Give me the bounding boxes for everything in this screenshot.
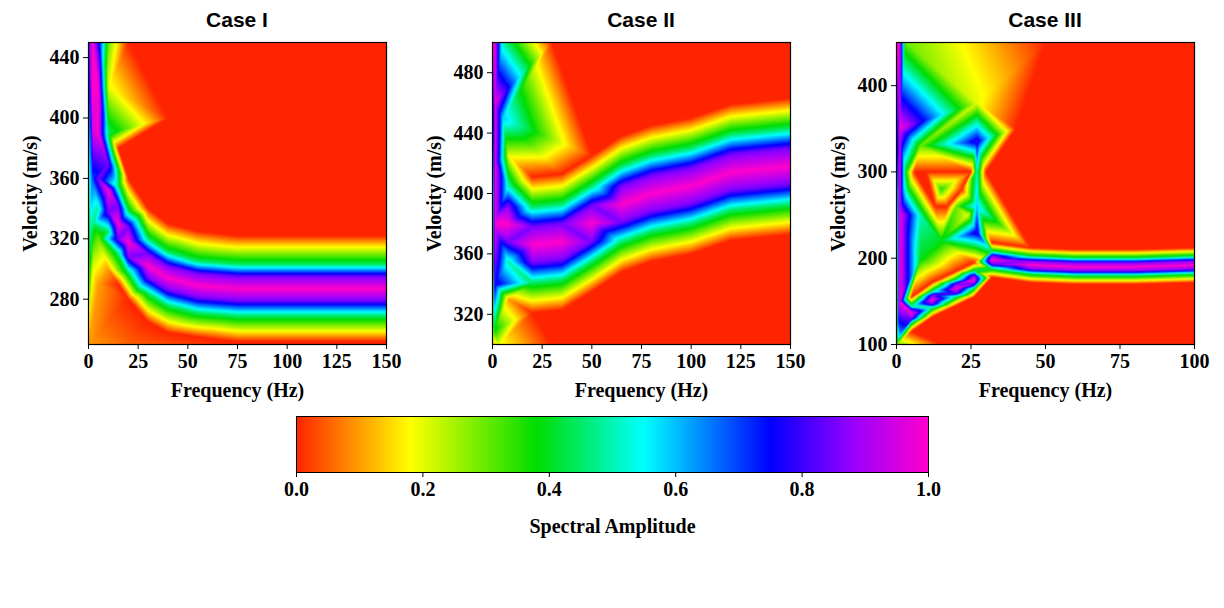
svg-text:440: 440 <box>50 46 80 68</box>
svg-text:400: 400 <box>454 182 484 204</box>
svg-text:Velocity (m/s): Velocity (m/s) <box>827 135 850 251</box>
svg-text:0.4: 0.4 <box>537 478 562 500</box>
svg-text:400: 400 <box>50 106 80 128</box>
svg-text:200: 200 <box>858 247 888 269</box>
html-text:Case III: Case III <box>1008 8 1082 31</box>
svg-text:0.2: 0.2 <box>410 478 435 500</box>
svg-text:440: 440 <box>454 122 484 144</box>
svg-text:1.0: 1.0 <box>916 478 941 500</box>
svg-text:150: 150 <box>776 350 806 372</box>
svg-text:100: 100 <box>858 333 888 355</box>
html-text:Case I: Case I <box>206 8 268 31</box>
svg-text:Frequency (Hz): Frequency (Hz) <box>171 379 305 402</box>
svg-text:Frequency (Hz): Frequency (Hz) <box>979 379 1113 402</box>
svg-text:360: 360 <box>454 242 484 264</box>
svg-text:100: 100 <box>272 350 302 372</box>
svg-text:Spectral Amplitude: Spectral Amplitude <box>529 515 695 538</box>
svg-text:320: 320 <box>50 227 80 249</box>
svg-text:Velocity (m/s): Velocity (m/s) <box>423 135 446 251</box>
svg-text:0: 0 <box>84 350 94 372</box>
svg-text:0: 0 <box>892 350 902 372</box>
svg-text:Frequency (Hz): Frequency (Hz) <box>575 379 709 402</box>
svg-text:0: 0 <box>488 350 498 372</box>
svg-text:300: 300 <box>858 160 888 182</box>
svg-text:75: 75 <box>1110 350 1130 372</box>
svg-text:50: 50 <box>1036 350 1056 372</box>
svg-text:75: 75 <box>228 350 248 372</box>
svg-text:280: 280 <box>50 288 80 310</box>
svg-text:0.6: 0.6 <box>663 478 688 500</box>
svg-text:0.8: 0.8 <box>790 478 815 500</box>
svg-text:125: 125 <box>322 350 352 372</box>
html-text:Case II: Case II <box>607 8 675 31</box>
svg-text:100: 100 <box>1180 350 1210 372</box>
svg-text:50: 50 <box>582 350 602 372</box>
svg-text:360: 360 <box>50 167 80 189</box>
svg-text:320: 320 <box>454 303 484 325</box>
svg-text:150: 150 <box>372 350 402 372</box>
svg-text:400: 400 <box>858 74 888 96</box>
svg-text:100: 100 <box>676 350 706 372</box>
svg-text:0.0: 0.0 <box>284 478 309 500</box>
svg-text:50: 50 <box>178 350 198 372</box>
svg-text:75: 75 <box>632 350 652 372</box>
svg-text:25: 25 <box>128 350 148 372</box>
svg-text:Velocity (m/s): Velocity (m/s) <box>19 135 42 251</box>
svg-text:125: 125 <box>726 350 756 372</box>
svg-text:25: 25 <box>961 350 981 372</box>
svg-text:25: 25 <box>532 350 552 372</box>
svg-text:480: 480 <box>454 61 484 83</box>
